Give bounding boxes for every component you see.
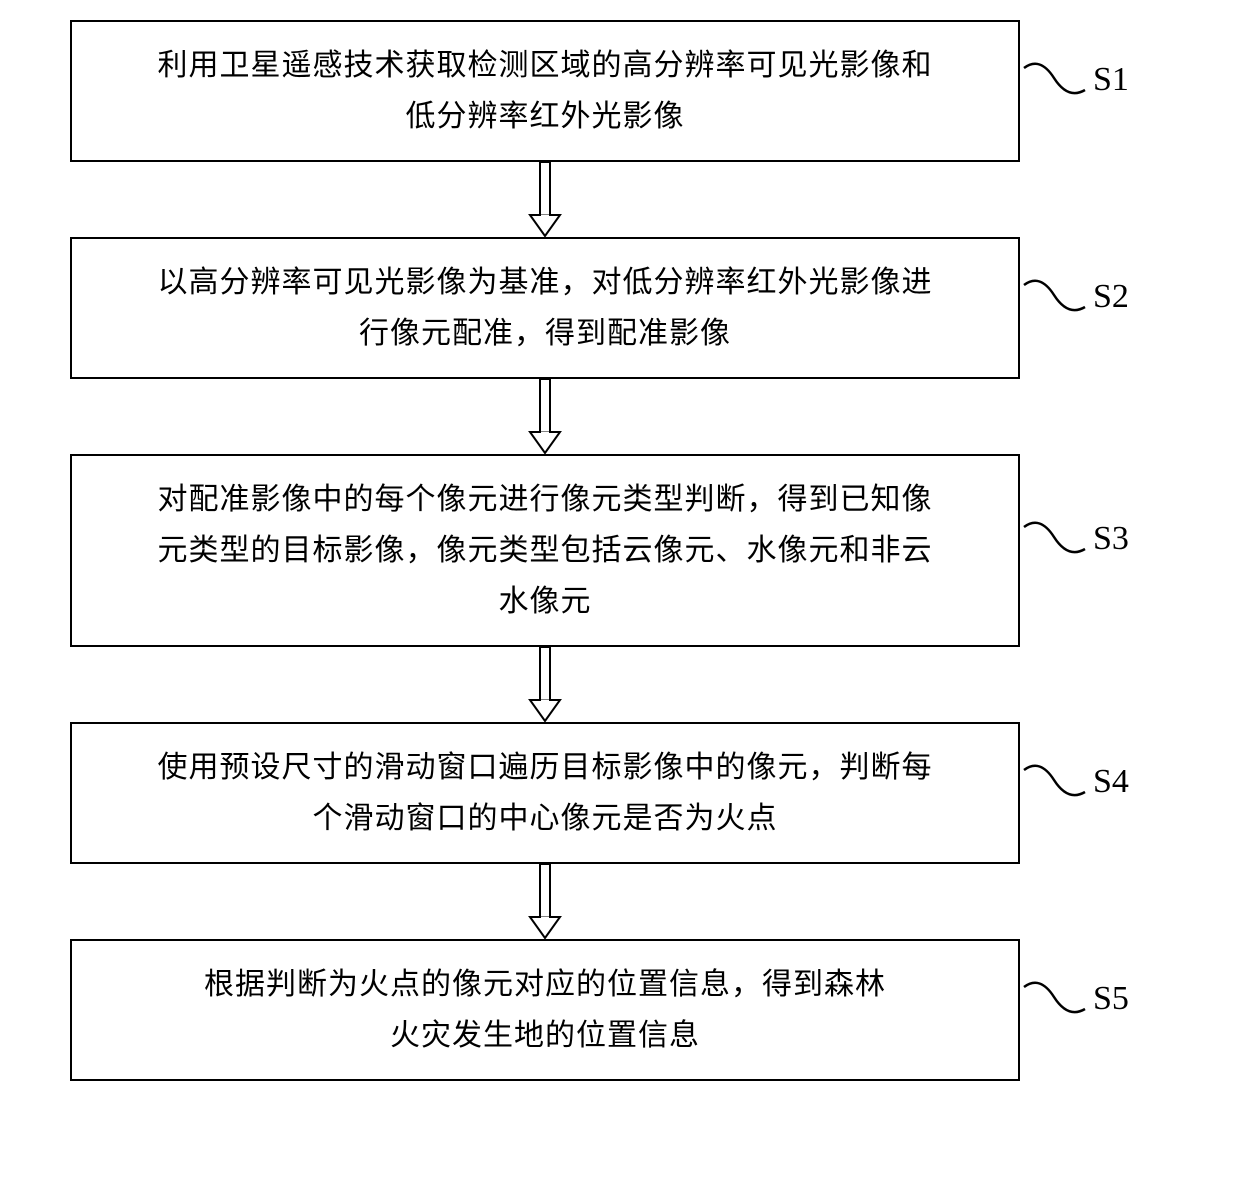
step-text-line: 对配准影像中的每个像元进行像元类型判断，得到已知像: [158, 474, 933, 525]
step-label-s4: S4: [1093, 763, 1129, 801]
step-label-s5: S5: [1093, 980, 1129, 1018]
flow-step-s1: 利用卫星遥感技术获取检测区域的高分辨率可见光影像和低分辨率红外光影像 S1: [70, 20, 1170, 162]
step-label-connector: S3: [1022, 519, 1129, 559]
flow-arrow: [70, 864, 1020, 939]
step-label-connector: S1: [1022, 60, 1129, 100]
step-text-line: 元类型的目标影像，像元类型包括云像元、水像元和非云: [158, 525, 933, 576]
step-label-s1: S1: [1093, 61, 1129, 99]
step-label-s2: S2: [1093, 278, 1129, 316]
arrow-down-icon: [525, 647, 565, 722]
step-text-line: 利用卫星遥感技术获取检测区域的高分辨率可见光影像和: [158, 40, 933, 91]
flow-step-s2: 以高分辨率可见光影像为基准，对低分辨率红外光影像进行像元配准，得到配准影像 S2: [70, 237, 1170, 379]
step-box-s3: 对配准影像中的每个像元进行像元类型判断，得到已知像元类型的目标影像，像元类型包括…: [70, 454, 1020, 647]
step-text-line: 以高分辨率可见光影像为基准，对低分辨率红外光影像进: [158, 257, 933, 308]
step-label-connector: S2: [1022, 277, 1129, 317]
step-text-line: 根据判断为火点的像元对应的位置信息，得到森林: [204, 959, 886, 1010]
step-label-connector: S5: [1022, 979, 1129, 1019]
squiggle-connector-icon: [1022, 519, 1087, 559]
step-label-s3: S3: [1093, 520, 1129, 558]
step-text-line: 低分辨率红外光影像: [406, 91, 685, 142]
flow-arrow: [70, 162, 1020, 237]
flow-step-s4: 使用预设尺寸的滑动窗口遍历目标影像中的像元，判断每个滑动窗口的中心像元是否为火点…: [70, 722, 1170, 864]
squiggle-connector-icon: [1022, 60, 1087, 100]
flowchart-container: 利用卫星遥感技术获取检测区域的高分辨率可见光影像和低分辨率红外光影像 S1 以高分辨…: [70, 20, 1170, 1081]
step-box-s4: 使用预设尺寸的滑动窗口遍历目标影像中的像元，判断每个滑动窗口的中心像元是否为火点: [70, 722, 1020, 864]
step-box-s5: 根据判断为火点的像元对应的位置信息，得到森林火灾发生地的位置信息: [70, 939, 1020, 1081]
step-box-s1: 利用卫星遥感技术获取检测区域的高分辨率可见光影像和低分辨率红外光影像: [70, 20, 1020, 162]
step-label-connector: S4: [1022, 762, 1129, 802]
step-text-line: 使用预设尺寸的滑动窗口遍历目标影像中的像元，判断每: [158, 742, 933, 793]
step-text-line: 个滑动窗口的中心像元是否为火点: [313, 793, 778, 844]
flow-step-s5: 根据判断为火点的像元对应的位置信息，得到森林火灾发生地的位置信息 S5: [70, 939, 1170, 1081]
step-box-s2: 以高分辨率可见光影像为基准，对低分辨率红外光影像进行像元配准，得到配准影像: [70, 237, 1020, 379]
step-text-line: 水像元: [499, 576, 592, 627]
squiggle-connector-icon: [1022, 979, 1087, 1019]
squiggle-connector-icon: [1022, 762, 1087, 802]
flow-arrow: [70, 379, 1020, 454]
squiggle-connector-icon: [1022, 277, 1087, 317]
arrow-down-icon: [525, 379, 565, 454]
step-text-line: 火灾发生地的位置信息: [390, 1010, 700, 1061]
flow-arrow: [70, 647, 1020, 722]
arrow-down-icon: [525, 864, 565, 939]
arrow-down-icon: [525, 162, 565, 237]
step-text-line: 行像元配准，得到配准影像: [359, 308, 731, 359]
flow-step-s3: 对配准影像中的每个像元进行像元类型判断，得到已知像元类型的目标影像，像元类型包括…: [70, 454, 1170, 647]
